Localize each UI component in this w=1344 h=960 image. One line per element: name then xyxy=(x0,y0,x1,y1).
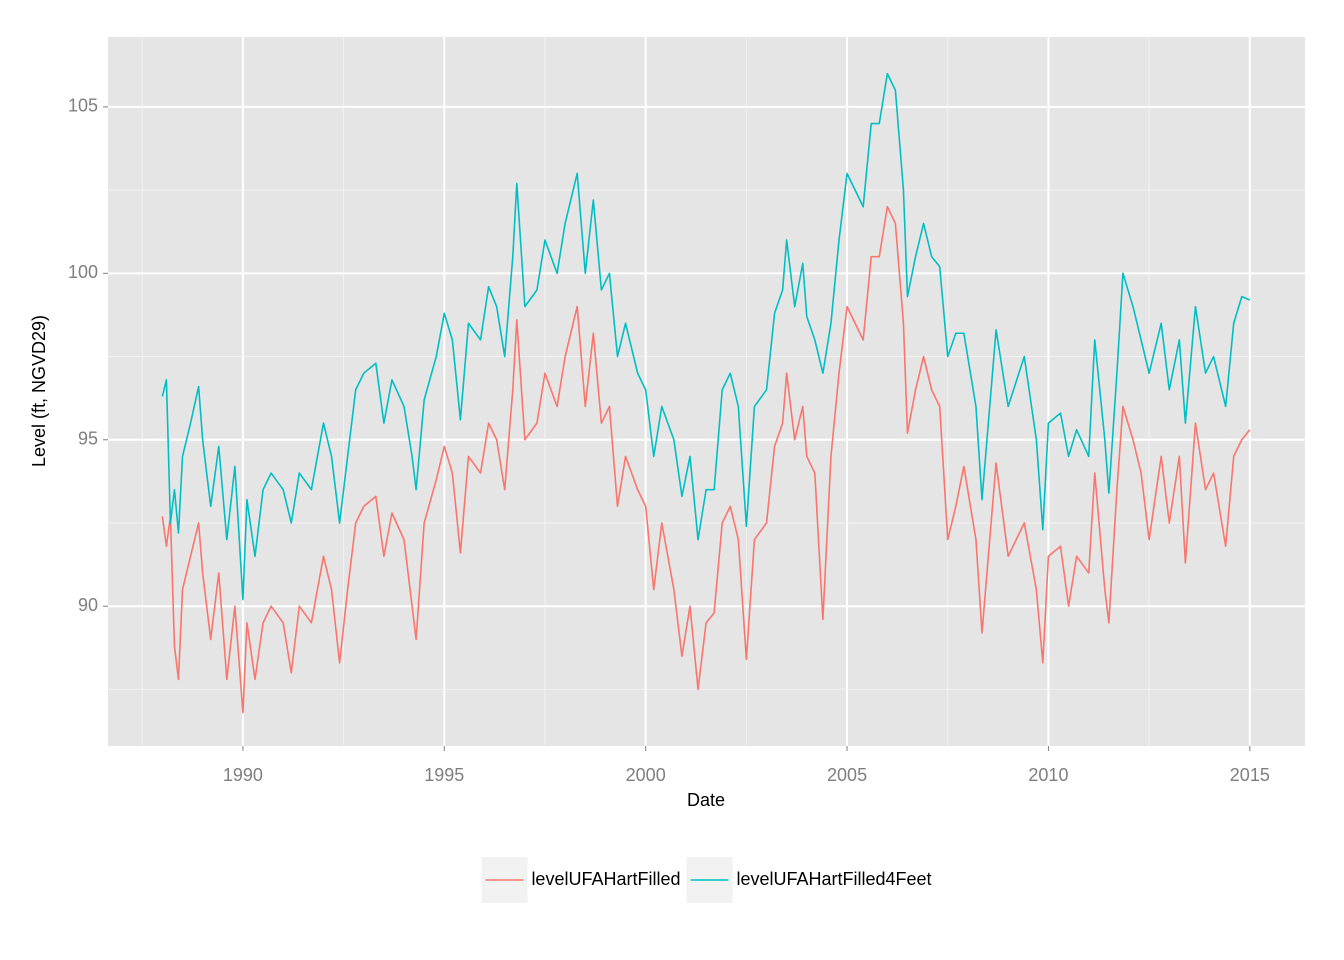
y-axis-title: Level (ft, NGVD29) xyxy=(29,315,49,467)
grid xyxy=(108,37,1305,746)
y-tick-label: 90 xyxy=(78,595,98,615)
legend-label: levelUFAHartFilled xyxy=(531,869,680,889)
legend-label: levelUFAHartFilled4Feet xyxy=(736,869,931,889)
series-line xyxy=(161,205,1251,714)
x-tick-label: 1995 xyxy=(424,765,464,785)
series-line xyxy=(161,72,1251,601)
x-axis-title: Date xyxy=(687,790,725,810)
y-tick-label: 95 xyxy=(78,429,98,449)
x-tick-label: 2005 xyxy=(827,765,867,785)
y-tick-label: 105 xyxy=(68,96,98,116)
axes: 1990 1995 2000 2005 2010 2015 90 95 100 105 xyxy=(68,96,1270,785)
x-tick-label: 2000 xyxy=(626,765,666,785)
x-tick-label: 2010 xyxy=(1028,765,1068,785)
x-tick-label: 1990 xyxy=(223,765,263,785)
lines xyxy=(161,72,1251,714)
x-tick-label: 2015 xyxy=(1230,765,1270,785)
y-tick-label: 100 xyxy=(68,262,98,282)
legend: levelUFAHartFilled levelUFAHartFilled4Fee… xyxy=(481,857,932,903)
plot-panel xyxy=(108,37,1305,746)
